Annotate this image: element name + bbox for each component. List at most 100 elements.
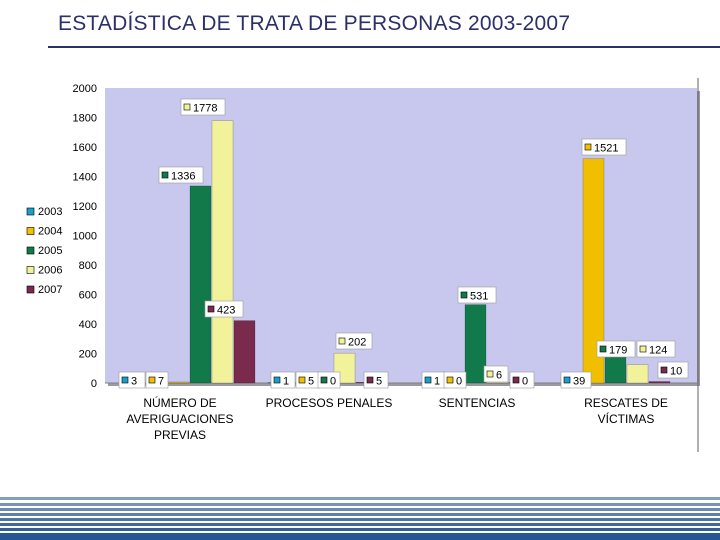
data-label-2003-0-box <box>118 371 146 389</box>
footer-stripes <box>0 497 720 540</box>
data-label-2005-2-swatch <box>460 291 468 299</box>
data-label-2007-3: 10 <box>670 366 682 378</box>
data-label-2003-1-box <box>270 371 296 389</box>
y-tick-label: 600 <box>79 290 97 302</box>
data-label-2004-0-box <box>145 371 169 389</box>
data-label-2006-2: 6 <box>496 370 502 382</box>
data-label-2006-2-swatch <box>486 370 494 378</box>
data-label-2003-3-box <box>560 371 592 389</box>
legend-swatch-2007 <box>26 285 35 294</box>
data-label-2004-1: 5 <box>308 376 314 388</box>
y-tick-label: 800 <box>79 260 97 272</box>
data-label-2005-0: 1336 <box>171 171 195 183</box>
category-label-0: PREVIAS <box>154 428 206 442</box>
legend-label-2003: 2003 <box>38 206 62 218</box>
data-label-2006-0-swatch <box>183 103 191 111</box>
y-tick-label: 1400 <box>73 172 97 184</box>
data-label-2007-1-swatch <box>366 376 374 384</box>
data-label-2007-0: 423 <box>217 305 235 317</box>
data-label-2003-1: 1 <box>283 376 289 388</box>
legend-swatch-2005 <box>26 246 35 255</box>
data-label-2006-1-box <box>335 332 373 350</box>
data-label-2003-0: 3 <box>131 376 137 388</box>
data-label-2006-3-box <box>636 340 676 358</box>
data-label-2007-0-box <box>204 300 244 318</box>
legend-label-2006: 2006 <box>38 265 62 277</box>
data-label-2005-2: 531 <box>470 291 488 303</box>
data-label-2005-1-swatch <box>320 376 328 384</box>
data-label-2004-2: 0 <box>456 376 462 388</box>
bar-2005-3 <box>604 356 627 384</box>
bar-2004-0 <box>167 381 190 384</box>
data-label-2007-3-swatch <box>660 366 668 374</box>
bar-2007-3 <box>648 381 671 384</box>
data-label-2007-1: 5 <box>376 376 382 388</box>
category-label-3: RESCATES DE <box>584 396 668 410</box>
data-label-2005-1-box <box>317 371 341 389</box>
footer-stripe <box>0 528 720 531</box>
category-label-3: VÍCTIMAS <box>598 411 655 426</box>
data-label-2007-3-box <box>657 361 689 379</box>
data-label-2004-2-swatch <box>446 376 454 384</box>
data-label-2006-3-swatch <box>639 345 647 353</box>
data-label-2007-2: 0 <box>522 376 528 388</box>
footer-stripe <box>0 518 720 521</box>
footer-stripe <box>0 497 720 500</box>
category-label-1: PROCESOS PENALES <box>266 396 393 410</box>
page-title: ESTADÍSTICA DE TRATA DE PERSONAS 2003-20… <box>58 12 571 35</box>
data-label-2005-3-swatch <box>599 345 607 353</box>
title-divider <box>48 46 720 48</box>
data-label-2005-0-swatch <box>161 171 169 179</box>
data-label-2006-3: 124 <box>649 345 667 357</box>
legend-label-2005: 2005 <box>38 245 62 257</box>
data-label-2005-2-box <box>457 286 497 304</box>
data-label-2005-3: 179 <box>609 345 627 357</box>
data-label-2003-1-swatch <box>273 376 281 384</box>
legend-swatch-2004 <box>26 227 35 235</box>
footer-stripe <box>0 513 720 516</box>
data-label-2003-0-swatch <box>121 376 129 384</box>
data-label-2004-3-swatch <box>584 143 592 151</box>
data-label-2004-2-box <box>443 371 467 389</box>
footer-stripe <box>0 508 720 511</box>
bar-2005-2 <box>464 304 487 384</box>
bar-2006-0 <box>211 120 234 384</box>
data-label-2004-3-box <box>581 138 627 156</box>
y-tick-label: 1600 <box>73 142 97 154</box>
category-label-2: SENTENCIAS <box>439 396 516 410</box>
bar-2004-3 <box>582 158 605 384</box>
data-label-2004-0: 7 <box>158 376 164 388</box>
data-label-2007-1-box <box>363 371 389 389</box>
data-label-2005-0-box <box>158 166 204 184</box>
y-tick-label: 0 <box>91 378 97 390</box>
category-label-0: NÚMERO DE <box>143 395 216 410</box>
legend-swatch-2003 <box>26 207 35 216</box>
footer-stripe <box>0 533 720 540</box>
footer-stripe <box>0 503 720 506</box>
legend-swatch-2006 <box>26 266 35 274</box>
data-label-2005-1: 0 <box>330 376 336 388</box>
data-label-2006-1: 202 <box>348 337 366 349</box>
y-tick-label: 400 <box>79 319 97 331</box>
data-label-2005-3-box <box>596 340 636 358</box>
data-label-2007-2-swatch <box>512 376 520 384</box>
data-label-2006-2-box <box>483 365 509 383</box>
y-tick-label: 1200 <box>73 201 97 213</box>
data-label-2006-1-swatch <box>338 337 346 345</box>
legend: 2003 2004 2005 2006 2007 <box>26 206 62 296</box>
data-label-2003-2: 1 <box>434 376 440 388</box>
category-label-0: AVERIGUACIONES <box>126 412 233 426</box>
legend-label-2007: 2007 <box>38 284 62 296</box>
data-label-2003-3: 39 <box>573 376 585 388</box>
data-label-2006-0: 1778 <box>193 103 217 115</box>
data-label-2007-2-box <box>509 371 535 389</box>
bar-2007-0 <box>233 320 256 384</box>
footer-stripe <box>0 523 720 526</box>
data-label-2004-1-swatch <box>298 376 306 384</box>
bar-2005-0 <box>189 185 212 384</box>
y-tick-label: 200 <box>79 349 97 361</box>
data-label-2006-0-box <box>180 98 226 116</box>
y-tick-label: 2000 <box>73 83 97 95</box>
